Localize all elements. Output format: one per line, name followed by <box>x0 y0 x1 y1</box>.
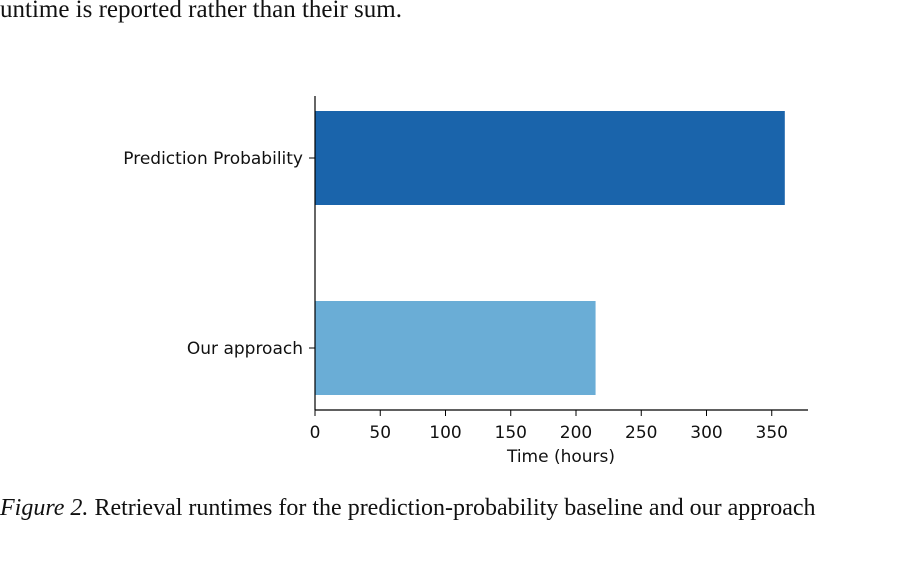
y-tick-label: Prediction Probability <box>123 149 303 169</box>
x-tick-label: 50 <box>369 423 391 443</box>
x-tick-label: 250 <box>625 423 657 443</box>
figure-caption: Figure 2. Retrieval runtimes for the pre… <box>0 495 910 522</box>
x-axis-label: Time (hours) <box>506 447 615 467</box>
bar-chart: 0 50 100 150 200 250 300 350 Prediction Probabi… <box>123 96 808 467</box>
bar-our-approach <box>315 301 596 395</box>
x-tick-label: 0 <box>310 423 321 443</box>
caption-text: Retrieval runtimes for the prediction-pr… <box>94 495 816 521</box>
y-tick-label: Our approach <box>187 339 303 359</box>
body-text-fragment: untime is reported rather than their sum… <box>0 0 402 23</box>
x-tick-label: 300 <box>690 423 722 443</box>
x-tick-label: 200 <box>560 423 592 443</box>
bar-prediction-probability <box>315 111 785 205</box>
x-tick-label: 350 <box>756 423 788 443</box>
x-tick-label: 150 <box>495 423 527 443</box>
figure-label: Figure 2. <box>0 495 89 521</box>
x-tick-label: 100 <box>429 423 461 443</box>
